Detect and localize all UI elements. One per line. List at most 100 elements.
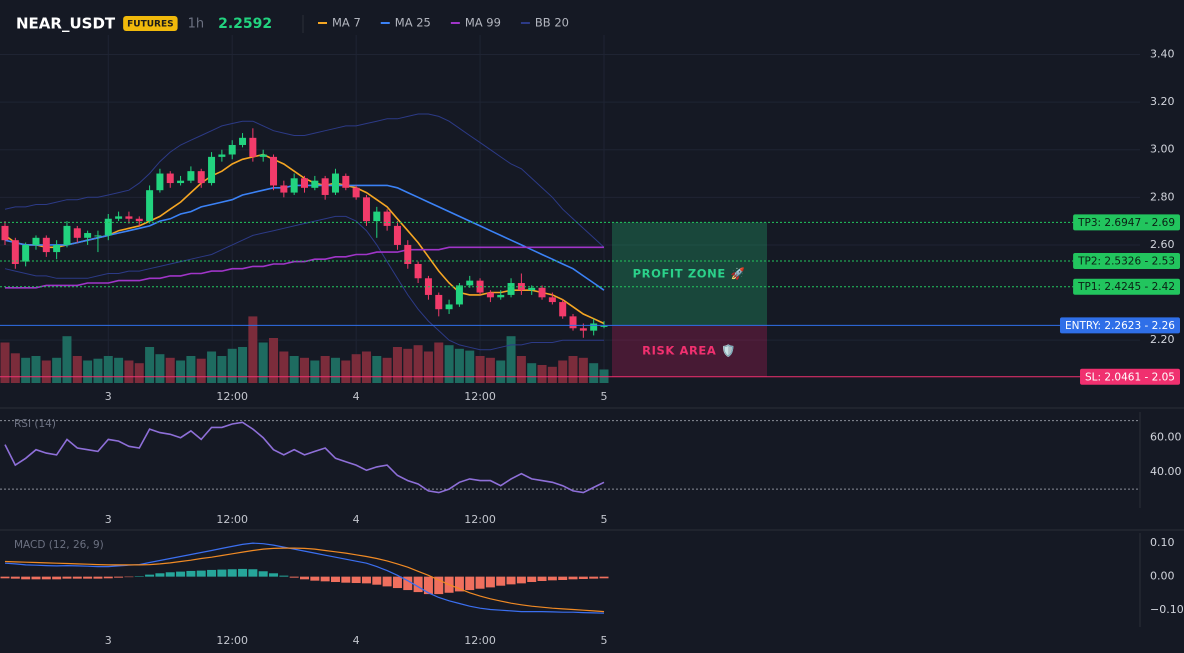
candle-body [548, 297, 556, 303]
macd-histogram-bar [62, 576, 72, 579]
macd-histogram-bar [289, 576, 299, 578]
level-label-box [1059, 317, 1180, 334]
candle-body [579, 328, 587, 331]
macd-histogram-bar [527, 576, 537, 583]
candle-body [63, 225, 71, 245]
candle-body [259, 154, 267, 157]
candle-body [497, 294, 505, 298]
macd-histogram-bar [351, 576, 361, 584]
volume-bar [207, 351, 217, 383]
macd-histogram-bar [165, 572, 175, 577]
y-tick-label: 0.10 [1150, 536, 1175, 549]
volume-bar [114, 357, 124, 383]
panel-title: MACD (12, 26, 9) [14, 539, 104, 551]
macd-histogram-bar [392, 576, 402, 589]
macd-line [4, 542, 605, 614]
volume-bar [0, 342, 10, 383]
macd-histogram-bar [114, 576, 124, 578]
macd-histogram-bar [537, 576, 547, 582]
candle-body [11, 240, 19, 264]
risk-zone [612, 325, 767, 377]
level-label-box [1080, 368, 1180, 385]
candle-body [538, 287, 546, 298]
volume-bar [516, 356, 526, 383]
volume-bar [413, 345, 423, 383]
level-label-box [1073, 252, 1180, 269]
volume-bar [155, 354, 165, 383]
macd-histogram-bar [547, 576, 557, 581]
volume-bar [279, 351, 289, 383]
macd-histogram-bar [186, 570, 196, 577]
volume-bar [300, 357, 309, 383]
legend-label: BB 20 [535, 16, 569, 30]
volume-bar [537, 365, 547, 383]
candle-body [404, 244, 412, 264]
volume-bar [258, 342, 268, 383]
candle-body [270, 156, 278, 186]
candle-body [331, 173, 339, 193]
candle-body [22, 244, 30, 262]
interval: 1h [188, 17, 205, 32]
macd-histogram-bar [83, 576, 93, 579]
macd-histogram-bar [124, 576, 134, 578]
volume-bar [351, 354, 361, 383]
volume-bar [83, 360, 93, 383]
candle-body [135, 218, 143, 222]
level-label: ENTRY: 2.2623 - 2.26 [1065, 320, 1175, 332]
volume-bar [589, 363, 599, 383]
candle-body [73, 228, 81, 238]
volume-bar [454, 348, 464, 383]
volume-bar [145, 347, 155, 383]
x-tick-label: 5 [601, 634, 608, 647]
y-tick-label: 2.80 [1150, 190, 1175, 203]
candle-body [321, 178, 329, 195]
macd-histogram-bar [361, 576, 371, 584]
level-label-box [1073, 214, 1180, 231]
candle-body [311, 180, 319, 188]
macd-histogram-bar [72, 576, 82, 579]
macd-histogram-bar [248, 569, 258, 577]
candle-body [383, 211, 391, 226]
symbol: NEAR_USDT [16, 15, 116, 33]
macd-histogram-bar [516, 576, 526, 584]
candle-body [249, 137, 257, 157]
volume-bar [527, 363, 537, 383]
panel-title: RSI (14) [14, 418, 56, 430]
macd-histogram-bar [403, 576, 413, 591]
candle-body [393, 225, 401, 245]
y-tick-label: 40.00 [1150, 465, 1182, 478]
x-tick-label: 4 [353, 390, 360, 403]
candle-body [280, 185, 288, 193]
volume-bar [444, 345, 454, 383]
legend-label: MA 7 [332, 16, 361, 30]
macd-histogram-bar [434, 576, 444, 595]
macd-histogram-bar [372, 576, 382, 585]
candle-body [228, 144, 236, 155]
macd-histogram-bar [320, 576, 330, 582]
level-label: TP1: 2.4245 - 2.42 [1077, 281, 1175, 293]
candle-body [218, 154, 226, 157]
candle-body [94, 235, 102, 237]
x-tick-label: 12:00 [464, 634, 496, 647]
macd-histogram-bar [578, 576, 588, 579]
volume-bar [330, 357, 340, 383]
candle-body [486, 292, 494, 298]
candle-body [600, 325, 608, 327]
x-tick-label: 3 [105, 634, 112, 647]
volume-bar [423, 351, 433, 383]
volume-bar [341, 360, 351, 383]
candle-body [1, 225, 9, 241]
macd-histogram-bar [207, 569, 217, 577]
volume-bar [465, 350, 475, 383]
macd-histogram-bar [382, 576, 392, 587]
volume-bar [93, 358, 103, 383]
candle-body [342, 175, 350, 188]
macd-histogram-bar [599, 576, 609, 579]
candle-body [104, 218, 112, 236]
legend-label: MA 99 [465, 16, 501, 30]
badge: FUTURES [127, 20, 173, 30]
level-label: TP2: 2.5326 - 2.53 [1077, 255, 1175, 267]
candle-body [362, 197, 370, 222]
volume-bar [392, 347, 402, 383]
